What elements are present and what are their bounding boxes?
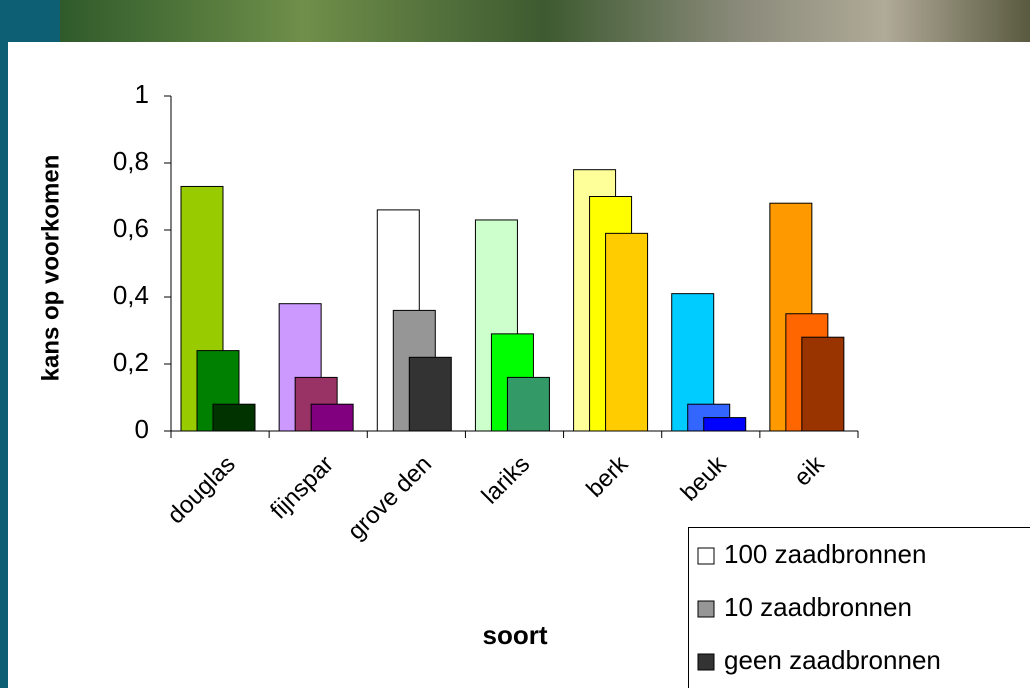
legend-swatch [698, 601, 714, 617]
bar [311, 404, 353, 431]
bar [409, 357, 451, 431]
y-tick-label: 0,6 [113, 213, 149, 243]
bar [704, 418, 746, 431]
header-photo [60, 0, 1030, 42]
legend-swatch [698, 548, 714, 564]
bar [802, 337, 844, 431]
bar [507, 377, 549, 431]
legend-label: 10 zaadbronnen [724, 592, 912, 622]
page: kans op voorkomen soort 00,20,40,60,81do… [0, 0, 1030, 688]
y-tick-label: 0,4 [113, 280, 149, 310]
y-tick-label: 1 [135, 79, 149, 109]
legend-swatch [698, 654, 714, 670]
y-axis-title: kans op voorkomen [37, 155, 64, 382]
chart: kans op voorkomen soort 00,20,40,60,81do… [0, 0, 1030, 688]
bar [213, 404, 255, 431]
legend-label: geen zaadbronnen [724, 645, 941, 675]
bar [606, 233, 648, 431]
y-tick-label: 0,8 [113, 146, 149, 176]
y-tick-label: 0,2 [113, 347, 149, 377]
legend-label: 100 zaadbronnen [724, 539, 926, 569]
x-axis-title: soort [483, 620, 548, 650]
y-tick-label: 0 [135, 414, 149, 444]
